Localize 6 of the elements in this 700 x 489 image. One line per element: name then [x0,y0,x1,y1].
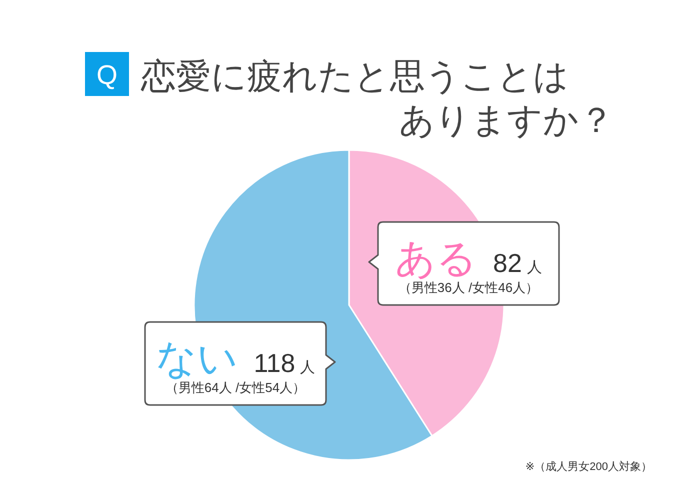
chart-title: Q 恋愛に疲れたと思うことはありますか？ [96,57,614,140]
slice-label: ない [156,337,238,381]
text: （男性36人 /女性46人） [398,280,539,295]
text: （男性64人 /女性54人） [165,380,306,395]
text: ※（成人男女200人対象） [525,460,652,473]
slice-label: ある [395,237,478,281]
